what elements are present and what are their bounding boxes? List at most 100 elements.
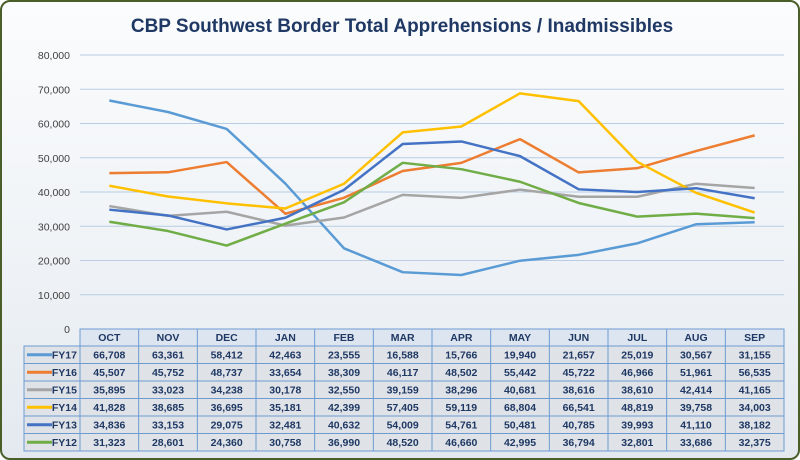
x-tick-label: DEC bbox=[216, 332, 239, 344]
data-label: 46,660 bbox=[445, 437, 477, 449]
y-tick-label: 70,000 bbox=[38, 84, 70, 96]
data-label: 21,657 bbox=[563, 350, 595, 362]
data-label: 41,165 bbox=[739, 385, 771, 397]
data-label: 45,507 bbox=[93, 367, 125, 379]
x-tick-label: NOV bbox=[157, 332, 180, 344]
x-tick-label: SEP bbox=[744, 332, 765, 344]
data-label: 58,412 bbox=[211, 350, 243, 362]
data-label: 38,309 bbox=[328, 367, 360, 379]
data-label: 46,117 bbox=[387, 367, 419, 379]
data-label: 57,405 bbox=[387, 402, 419, 414]
y-tick-label: 60,000 bbox=[38, 119, 70, 131]
series-line-fy12 bbox=[109, 161, 755, 247]
data-label: 51,961 bbox=[680, 367, 712, 379]
data-label: 38,182 bbox=[739, 420, 771, 432]
data-label: 36,695 bbox=[211, 402, 243, 414]
x-tick-label: MAR bbox=[391, 332, 415, 344]
data-label: 34,836 bbox=[93, 420, 125, 432]
y-tick-label: 10,000 bbox=[38, 290, 70, 302]
series-line-fy13 bbox=[109, 140, 755, 231]
legend-label: FY15 bbox=[52, 385, 77, 397]
data-label: 45,752 bbox=[152, 367, 184, 379]
data-label: 38,616 bbox=[563, 385, 595, 397]
data-label: 42,414 bbox=[680, 385, 712, 397]
data-label: 42,399 bbox=[328, 402, 360, 414]
y-tick-label: 50,000 bbox=[38, 153, 70, 165]
data-label: 29,075 bbox=[211, 420, 243, 432]
data-label: 66,708 bbox=[93, 350, 125, 362]
data-label: 31,155 bbox=[739, 350, 771, 362]
data-label: 32,375 bbox=[739, 437, 771, 449]
series-line-fy14 bbox=[109, 92, 756, 214]
data-label: 19,940 bbox=[504, 350, 536, 362]
data-label: 54,761 bbox=[445, 420, 477, 432]
series-line-fy15 bbox=[109, 182, 755, 227]
legend-label: FY13 bbox=[52, 420, 77, 432]
x-tick-label: MAY bbox=[509, 332, 531, 344]
data-label: 45,722 bbox=[563, 367, 595, 379]
y-tick-label: 80,000 bbox=[38, 50, 70, 62]
data-label: 32,550 bbox=[328, 385, 360, 397]
data-label: 63,361 bbox=[152, 350, 184, 362]
data-label: 30,178 bbox=[269, 385, 301, 397]
y-tick-label: 30,000 bbox=[38, 221, 70, 233]
data-label: 59,119 bbox=[446, 402, 478, 414]
legend-label: FY12 bbox=[52, 437, 77, 449]
data-label: 16,588 bbox=[387, 350, 419, 362]
data-label: 24,360 bbox=[211, 437, 243, 449]
data-label: 41,828 bbox=[93, 402, 125, 414]
data-label: 31,323 bbox=[93, 437, 125, 449]
data-label: 42,995 bbox=[504, 437, 536, 449]
data-label: 35,895 bbox=[93, 385, 125, 397]
legend-label: FY17 bbox=[52, 350, 77, 362]
x-tick-label: JAN bbox=[275, 332, 296, 344]
x-tick-label: OCT bbox=[98, 332, 121, 344]
data-label: 15,766 bbox=[445, 350, 477, 362]
legend-label: FY14 bbox=[52, 402, 77, 414]
data-label: 38,685 bbox=[152, 402, 184, 414]
data-label: 41,110 bbox=[680, 420, 712, 432]
data-label: 40,632 bbox=[328, 420, 360, 432]
data-label: 46,966 bbox=[621, 367, 653, 379]
x-tick-label: APR bbox=[450, 332, 473, 344]
data-label: 33,654 bbox=[269, 367, 301, 379]
series-line-fy17 bbox=[109, 99, 755, 277]
data-label: 39,993 bbox=[621, 420, 653, 432]
data-label: 66,541 bbox=[563, 402, 595, 414]
data-label: 25,019 bbox=[621, 350, 653, 362]
x-tick-label: FEB bbox=[334, 332, 355, 344]
data-label: 40,785 bbox=[563, 420, 595, 432]
data-label: 38,610 bbox=[621, 385, 653, 397]
data-label: 28,601 bbox=[152, 437, 184, 449]
data-label: 33,023 bbox=[152, 385, 184, 397]
data-label: 48,737 bbox=[211, 367, 243, 379]
data-label: 30,567 bbox=[680, 350, 712, 362]
data-label: 33,153 bbox=[152, 420, 184, 432]
data-label: 36,990 bbox=[328, 437, 360, 449]
data-label: 30,758 bbox=[269, 437, 301, 449]
y-tick-label: 0 bbox=[64, 324, 70, 336]
data-label: 32,481 bbox=[269, 420, 301, 432]
data-label: 50,481 bbox=[504, 420, 536, 432]
data-label: 68,804 bbox=[504, 402, 536, 414]
data-label: 34,238 bbox=[211, 385, 243, 397]
y-tick-label: 20,000 bbox=[38, 256, 70, 268]
x-tick-label: JUL bbox=[627, 332, 647, 344]
data-label: 55,442 bbox=[504, 367, 536, 379]
data-label: 38,296 bbox=[445, 385, 477, 397]
data-label: 48,520 bbox=[387, 437, 419, 449]
data-label: 39,159 bbox=[387, 385, 419, 397]
chart-title: CBP Southwest Border Total Apprehensions… bbox=[131, 16, 673, 37]
y-tick-label: 40,000 bbox=[38, 187, 70, 199]
data-label: 40,681 bbox=[504, 385, 536, 397]
data-label: 39,758 bbox=[680, 402, 712, 414]
data-label: 54,009 bbox=[387, 420, 419, 432]
x-tick-label: AUG bbox=[684, 332, 707, 344]
data-label: 48,819 bbox=[621, 402, 653, 414]
data-label: 36,794 bbox=[563, 437, 595, 449]
data-label: 42,463 bbox=[269, 350, 301, 362]
data-label: 35,181 bbox=[269, 402, 301, 414]
data-label: 56,535 bbox=[739, 367, 771, 379]
